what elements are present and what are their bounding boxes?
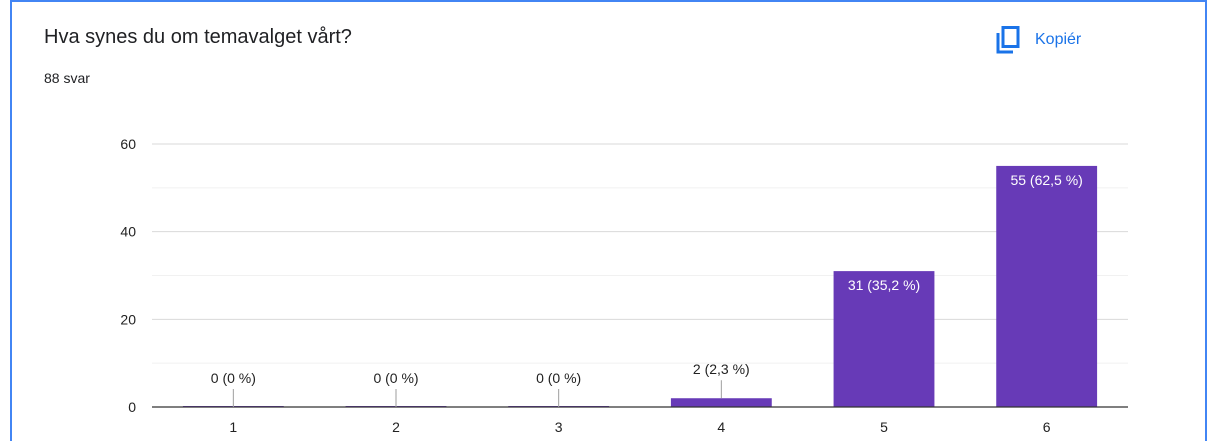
data-label: 0 (0 %): [536, 370, 581, 386]
x-tick-label: 4: [717, 419, 725, 435]
y-tick-label: 60: [120, 136, 136, 152]
y-axis-ticks: 0 20 40 60: [120, 136, 136, 415]
y-tick-label: 40: [120, 224, 136, 240]
x-tick-label: 5: [880, 419, 888, 435]
x-tick-label: 2: [392, 419, 400, 435]
data-label: 2 (2,3 %): [693, 361, 750, 377]
x-tick-label: 3: [555, 419, 563, 435]
data-label: 55 (62,5 %): [1010, 172, 1082, 188]
bar: [833, 271, 935, 407]
x-axis-ticks: 1 2 3 4 5 6: [152, 406, 1128, 435]
x-tick-label: 1: [229, 419, 237, 435]
question-title: Hva synes du om temavalget vårt?: [44, 26, 352, 48]
response-count: 88 svar: [44, 70, 90, 86]
y-tick-label: 20: [120, 311, 136, 327]
copy-button[interactable]: Kopiér: [995, 24, 1081, 56]
data-label: 0 (0 %): [373, 370, 418, 386]
x-tick-label: 6: [1043, 419, 1051, 435]
data-label: 31 (35,2 %): [848, 277, 920, 293]
copy-label: Kopiér: [1035, 31, 1082, 48]
y-tick-label: 0: [128, 399, 136, 415]
data-labels: 0 (0 %) 0 (0 %) 0 (0 %) 2 (2,3 %) 31 (35,2 %…: [211, 172, 1083, 407]
card-right-border: [1205, 0, 1207, 441]
copy-icon: [995, 25, 1021, 55]
chart-bars: [182, 165, 1098, 407]
bar: [670, 398, 772, 407]
chart-grid: [152, 143, 1128, 364]
data-label: 0 (0 %): [211, 370, 256, 386]
bar: [996, 165, 1098, 407]
